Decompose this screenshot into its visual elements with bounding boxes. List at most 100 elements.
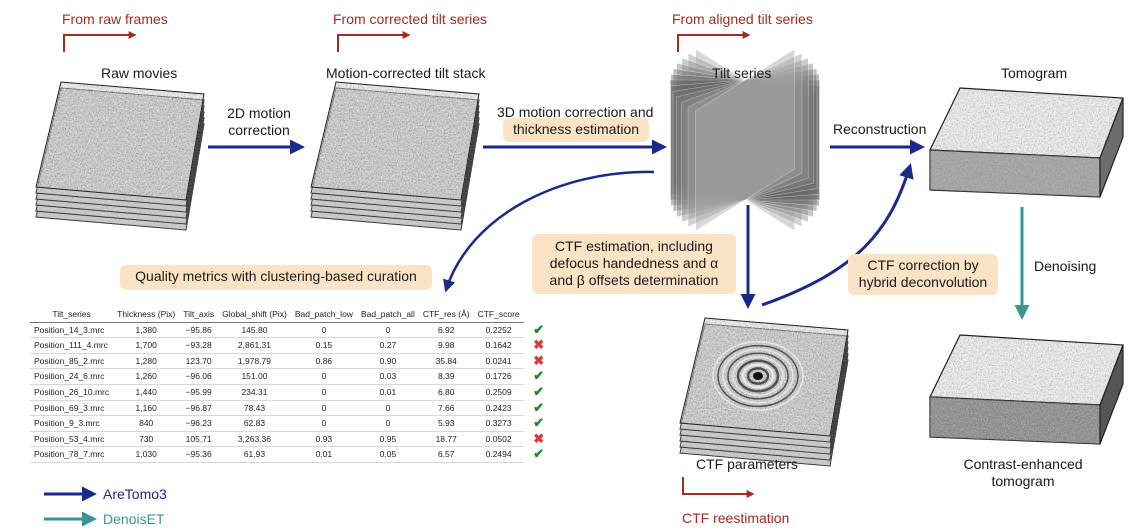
table-body: Position_14_3.mrc 1,380 −95.86 145.80 0 0 6.92…: [30, 322, 548, 463]
tilt-image: [670, 73, 820, 207]
table-cell: 0.3273: [473, 415, 524, 432]
step-3d-motion-line1: 3D motion correction and: [497, 104, 654, 120]
accept-check-icon: ✔: [533, 446, 545, 462]
tilt-image: [672, 68, 818, 212]
tilt-image: [676, 62, 814, 218]
table-cell: 1,978.79: [218, 353, 291, 370]
table-row: Position_14_3.mrc 1,380 −95.86 145.80 0 0 6.92…: [30, 322, 548, 339]
step-2d-motion-line1: 2D motion: [227, 105, 291, 121]
table-cell: −93.28: [179, 337, 219, 354]
enhanced-tomogram-block: [929, 334, 1124, 445]
ctf-power-spectra-stack: [679, 317, 849, 467]
table-cell: 0.2494: [473, 446, 524, 463]
tilt-image: [669, 79, 821, 201]
table-cell: 0.01: [290, 446, 357, 463]
table-cell: 730: [113, 431, 180, 448]
step-ctf-estimation-box: CTF estimation, including defocus handed…: [532, 234, 736, 294]
table-cell: 1,030: [113, 446, 180, 463]
table-header-cell: CTF_score: [473, 307, 524, 323]
stage-raw-movies: Raw movies: [101, 65, 178, 81]
table-row: Position_69_3.mrc 1,160 −96.87 78.43 0 0 7.66 0…: [30, 399, 548, 417]
spectrum-center: [753, 372, 763, 380]
table-cell: Position_26_10.mrc: [30, 384, 114, 401]
thon-ring: [717, 344, 799, 408]
table-cell: 6.57: [418, 446, 474, 463]
stage-ctf-parameters: CTF parameters: [696, 456, 798, 472]
table-header-cell: CTF_res (Å): [418, 307, 474, 323]
accept-check-icon: ✔: [533, 415, 545, 431]
table-cell: 18.77: [418, 431, 474, 448]
table-cell: 0: [356, 322, 419, 339]
table-cell: 2,861.31: [218, 337, 291, 354]
table-cell: 0.95: [356, 431, 419, 448]
arrow-quality-metrics: [443, 170, 655, 293]
tilt-image: [687, 52, 803, 228]
table-cell: 0: [290, 415, 357, 432]
raw-movies-stack: [35, 81, 205, 231]
thon-ring: [741, 363, 775, 389]
table-cell: 6.80: [418, 384, 474, 401]
table-cell: 151.00: [218, 368, 291, 385]
tilt-image: [676, 62, 814, 218]
table-cell: Position_85_2.mrc: [30, 353, 114, 370]
tilt-image: [681, 57, 809, 223]
table-cell: −95.86: [179, 322, 219, 339]
table-cell: 8.39: [418, 368, 474, 385]
table-cell: 1,380: [113, 322, 180, 339]
step-3d-motion-line2: thickness estimation: [512, 121, 640, 137]
table-header-cell: Bad_patch_all: [356, 307, 419, 323]
table-cell: Position_111_4.mrc: [30, 337, 114, 354]
tilt-image: [695, 48, 795, 232]
stage-tilt-series: Tilt series: [712, 65, 772, 81]
table-cell: 0: [290, 384, 357, 401]
table-header-cell: Thickness (Pix): [113, 307, 180, 323]
table-cell: 105.71: [179, 431, 219, 448]
table-cell: 7.66: [418, 400, 474, 417]
table-cell: 9.98: [418, 337, 474, 354]
table-cell: 62.83: [218, 415, 291, 432]
stack-top-layer: [310, 81, 480, 201]
table-cell: 35.84: [418, 353, 474, 370]
table-cell: 0: [356, 415, 419, 432]
legend-denoiset-label: DenoisET: [103, 511, 165, 527]
table-row: Position_111_4.mrc 1,700 −93.28 2,861.31 0.1…: [30, 338, 548, 354]
table-cell: 145.80: [218, 322, 291, 339]
reject-cross-icon: ✖: [533, 352, 545, 368]
step-3d-motion-highlight: thickness estimation: [503, 118, 649, 142]
table-header-flag: [524, 307, 548, 322]
thon-ring: [727, 352, 789, 400]
legend-aretomo-label: AreTomo3: [103, 486, 167, 502]
thon-ring: [746, 367, 770, 385]
table-cell: 0: [356, 400, 419, 417]
table-cell: −96.87: [179, 400, 219, 417]
step-ctf-correction-box: CTF correction by hybrid deconvolution: [848, 254, 998, 295]
table-cell: 0.1642: [473, 337, 524, 354]
table-cell: 78.43: [218, 400, 291, 417]
step-2d-motion: 2D motion correction: [214, 105, 304, 139]
table-cell: Position_69_3.mrc: [30, 400, 114, 417]
accept-check-icon: ✔: [533, 399, 545, 415]
step-ctf-est-line1: CTF estimation, including: [555, 238, 713, 254]
quality-metrics-table: Tilt_series Thickness (Pix) Tilt_axis Globa…: [30, 307, 548, 463]
step-ctf-est-line2: defocus handedness and α: [549, 255, 719, 271]
tilt-image: [670, 73, 820, 207]
table-cell: Position_53_4.mrc: [30, 431, 114, 448]
arrow-ctf-correction: [761, 163, 914, 307]
tilt-image: [672, 68, 818, 212]
table-row: Position_53_4.mrc 730 105.71 3,263.36 0.93 0.…: [30, 430, 548, 448]
table-cell: 840: [113, 415, 180, 432]
table-cell: 61.93: [218, 446, 291, 463]
table-header-cell: Tilt_axis: [179, 307, 219, 323]
table-cell: 0: [290, 368, 357, 385]
table-cell: −96.06: [179, 368, 219, 385]
table-cell: 1,700: [113, 337, 180, 354]
stage-motion-corrected: Motion-corrected tilt stack: [326, 65, 486, 81]
table-cell: −95.99: [179, 384, 219, 401]
step-ctf-corr-line1: CTF correction by: [867, 257, 979, 273]
source-arrow-raw: [63, 31, 137, 52]
reject-cross-icon: ✖: [533, 430, 545, 446]
stage-enhanced-line2: tomogram: [991, 473, 1055, 489]
table-cell: 0.1726: [473, 368, 524, 385]
